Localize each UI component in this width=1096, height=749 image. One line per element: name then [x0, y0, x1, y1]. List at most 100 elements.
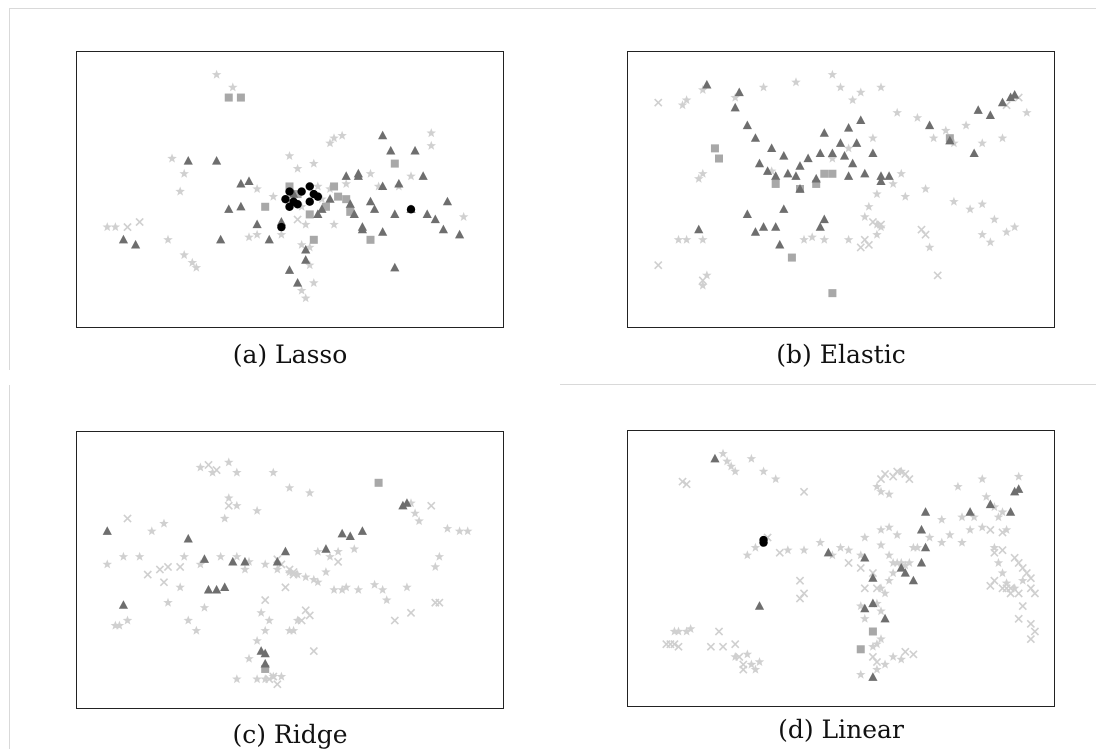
triangle-marker [236, 178, 246, 188]
square-marker [342, 195, 351, 204]
square-marker [787, 253, 796, 262]
star-marker [183, 615, 193, 625]
star-marker [876, 583, 886, 593]
triangle-marker [742, 120, 752, 130]
cross-marker [860, 584, 869, 593]
star-marker [341, 582, 351, 592]
triangle-marker [301, 244, 311, 254]
star-marker [325, 138, 335, 148]
cross-marker [868, 568, 878, 578]
star-marker [876, 222, 886, 232]
star-marker [110, 620, 121, 630]
star-marker [722, 456, 732, 466]
triangle-marker [272, 556, 282, 566]
star-marker [268, 191, 279, 201]
square-marker [390, 159, 399, 168]
star-marker [244, 232, 254, 242]
triangle-marker [321, 544, 331, 553]
star-marker [284, 482, 295, 492]
cross-marker [868, 217, 878, 227]
triangle-marker [288, 189, 299, 198]
triangle-marker [997, 97, 1008, 107]
star-marker [997, 133, 1008, 143]
triangle-marker [819, 128, 829, 137]
triangle-marker [868, 148, 878, 158]
star-marker [872, 598, 882, 608]
triangle-marker [758, 222, 769, 231]
circle-marker [305, 197, 314, 206]
star-marker [244, 653, 254, 663]
cross-marker [990, 576, 999, 585]
star-marker [110, 222, 121, 232]
triangle-marker [771, 171, 781, 180]
triangle-marker [803, 153, 813, 163]
star-marker [989, 502, 1000, 512]
star-marker [856, 601, 866, 611]
star-marker [791, 77, 801, 87]
star-marker [313, 577, 323, 587]
cross-marker [175, 562, 185, 572]
star-marker [884, 550, 894, 560]
star-marker [313, 181, 323, 191]
star-marker [856, 87, 866, 97]
star-marker [835, 82, 846, 92]
triangle-marker [973, 105, 983, 114]
star-marker [321, 567, 331, 577]
scatter-plot-lasso [102, 69, 469, 303]
triangle-marker [357, 224, 367, 234]
square-marker [346, 207, 355, 216]
triangle-marker [795, 184, 805, 193]
star-marker [892, 107, 902, 117]
square-marker [261, 664, 270, 673]
star-marker [276, 671, 287, 681]
square-marker [305, 210, 314, 219]
triangle-marker [1010, 486, 1020, 496]
star-marker [309, 158, 319, 168]
cross-marker [909, 650, 918, 659]
triangle-marker [742, 209, 752, 218]
square-marker [710, 144, 719, 153]
triangle-marker [779, 204, 789, 213]
cross-marker [1014, 589, 1023, 598]
star-marker [969, 512, 979, 522]
star-marker [860, 532, 870, 542]
star-marker [880, 659, 890, 669]
triangle-marker [260, 658, 270, 668]
scatter-plot-linear [662, 448, 1040, 681]
star-marker [993, 557, 1004, 567]
star-marker [754, 657, 765, 666]
star-marker [819, 234, 830, 244]
star-marker [114, 620, 125, 630]
circle-marker [313, 192, 323, 201]
caption-ridge: (c) Ridge [232, 720, 348, 749]
triangle-marker [1006, 507, 1016, 516]
star-marker [953, 481, 963, 491]
triangle-marker [365, 196, 376, 206]
cross-marker [718, 642, 728, 651]
star-marker [924, 532, 935, 542]
triangle-marker [260, 648, 270, 658]
star-marker [993, 512, 1004, 522]
triangle-marker [920, 542, 931, 552]
star-marker [381, 595, 392, 605]
cross-marker [998, 546, 1007, 555]
star-marker [977, 522, 987, 532]
square-marker [812, 179, 821, 188]
star-marker [730, 466, 740, 476]
triangle-marker [860, 603, 870, 613]
star-marker [329, 133, 339, 143]
cross-marker [212, 465, 221, 475]
triangle-marker [730, 102, 740, 112]
star-marker [957, 512, 967, 522]
triangle-marker [844, 123, 854, 132]
triangle-marker [228, 556, 238, 566]
star-marker [835, 542, 846, 552]
triangle-marker [694, 224, 704, 234]
star-marker [698, 280, 708, 290]
cross-marker [1014, 614, 1023, 623]
triangle-marker [317, 204, 327, 213]
star-marker [872, 664, 882, 674]
cross-marker [990, 548, 999, 557]
cross-marker [714, 627, 724, 636]
circle-marker [285, 187, 294, 196]
